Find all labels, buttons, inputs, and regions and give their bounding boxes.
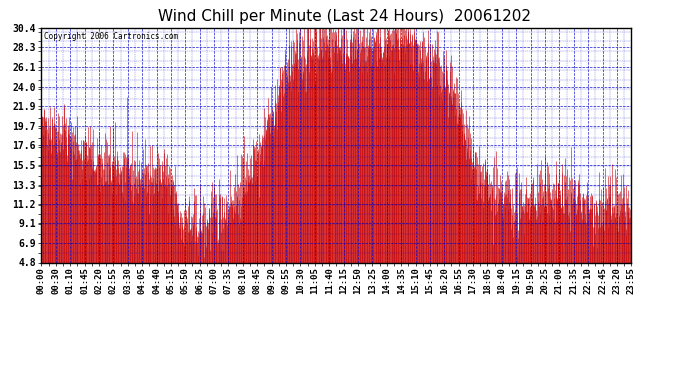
Text: Wind Chill per Minute (Last 24 Hours)  20061202: Wind Chill per Minute (Last 24 Hours) 20… xyxy=(159,9,531,24)
Text: Copyright 2006 Cartronics.com: Copyright 2006 Cartronics.com xyxy=(44,32,179,40)
